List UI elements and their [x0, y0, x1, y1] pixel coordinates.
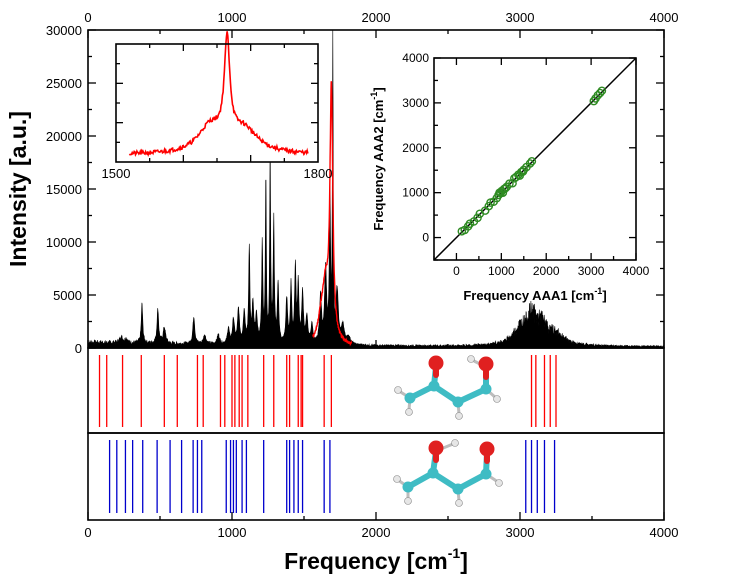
y-tick-label: 30000 [46, 23, 82, 38]
inset-correlation-x-tick-label: 3000 [578, 264, 605, 278]
spectrum-line-band [312, 81, 353, 347]
inset-zoom-x-tick-label: 1500 [102, 166, 131, 181]
x-tick-label-bottom: 0 [84, 525, 91, 540]
y-tick-label: 10000 [46, 235, 82, 250]
x-tick-label-top: 1000 [218, 10, 247, 25]
x-tick-label-bottom: 1000 [218, 525, 247, 540]
x-tick-label-top: 3000 [506, 10, 535, 25]
inset-correlation-x-title: Frequency AAA1 [cm-1] [463, 286, 606, 303]
inset-zoom-background [116, 44, 318, 162]
y-axis-title: Intensity [a.u.] [5, 111, 31, 267]
x-tick-label-bottom: 4000 [650, 525, 679, 540]
inset-correlation-point [505, 179, 514, 188]
x-tick-label-bottom: 3000 [506, 525, 535, 540]
inset-correlation-x-tick-label: 4000 [623, 264, 650, 278]
aaa1-sticks [98, 355, 557, 427]
inset-correlation-x-tick-label: 2000 [533, 264, 560, 278]
inset-zoom-frame [115, 43, 319, 163]
y-tick-label: 25000 [46, 76, 82, 91]
x-tick-label-top: 2000 [362, 10, 391, 25]
aaa1-stick-panel [87, 347, 665, 434]
inset-correlation-frame [433, 57, 637, 261]
inset-zoom-plot: 1500 1800 [102, 31, 333, 181]
inset-correlation-y-tick-label: 2000 [402, 141, 429, 155]
y-tick-label: 15000 [46, 182, 82, 197]
main-axis-ticks: 0 0 1000 1000 2000 2000 3000 3000 4000 4000 0 5000 1… [46, 10, 679, 540]
aaa2-sticks [108, 440, 556, 513]
y-tick-label: 20000 [46, 129, 82, 144]
inset-correlation-y-tick-label: 1000 [402, 186, 429, 200]
inset-correlation-point [597, 86, 607, 96]
y-tick-label: 0 [75, 341, 82, 356]
inset-correlation-y-tick-label: 0 [422, 231, 429, 245]
x-tick-label-bottom: 2000 [362, 525, 391, 540]
inset-correlation-y-tick-label: 3000 [402, 96, 429, 110]
inset-zoom-x-tick-label: 1800 [304, 166, 333, 181]
inset-correlation-point [519, 165, 529, 175]
inset-correlation-x-tick-label: 0 [453, 264, 460, 278]
inset-correlation-point [508, 178, 517, 188]
y-tick-label: 5000 [53, 288, 82, 303]
inset-correlation-point [595, 88, 605, 98]
molecule-aaa1-icon [394, 355, 501, 420]
inset-zoom-line [128, 31, 309, 158]
inset-correlation-y-tick-label: 4000 [402, 51, 429, 65]
x-tick-label-top: 0 [84, 10, 91, 25]
molecule-aaa2-icon [393, 439, 503, 507]
inset-correlation-y-title: Frequency AAA2 [cm-1] [369, 87, 386, 230]
inset-correlation-x-tick-label: 1000 [488, 264, 515, 278]
aaa2-stick-panel [87, 432, 665, 521]
x-axis-title: Frequency [cm-1] [284, 545, 468, 574]
inset-correlation-point [525, 159, 535, 168]
inset-correlation-point [527, 156, 537, 166]
inset-correlation-point [498, 188, 508, 197]
x-tick-label-top: 4000 [650, 10, 679, 25]
